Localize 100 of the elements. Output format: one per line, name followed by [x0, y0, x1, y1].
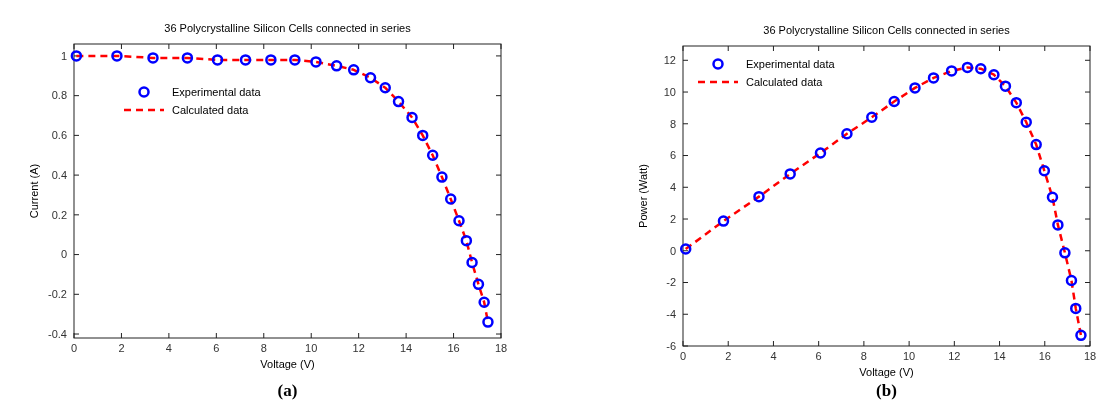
point	[181, 52, 194, 64]
point	[1038, 165, 1051, 177]
point	[841, 128, 853, 140]
y-tick-label: 12	[663, 54, 676, 67]
y-axis-title: Current (A)	[28, 163, 40, 219]
point	[364, 72, 377, 84]
x-tick-label: 16	[447, 342, 460, 354]
x-tick-label: 10	[902, 350, 916, 362]
legend-label: Experimental data	[746, 57, 836, 70]
x-tick-label: 18	[1083, 350, 1097, 362]
point	[111, 50, 123, 62]
x-tick-label: 8	[860, 350, 867, 362]
point	[1059, 247, 1071, 259]
point	[392, 95, 405, 108]
chart-title: 36 Polycrystalline Silicon Cells connected in series	[763, 24, 1011, 36]
point	[147, 52, 159, 64]
point	[1020, 116, 1032, 128]
y-tick-label: 4	[669, 181, 676, 194]
point	[460, 234, 473, 247]
text: (b)	[876, 381, 897, 400]
x-tick-label: 6	[213, 342, 220, 354]
point	[472, 278, 485, 291]
y-tick-label: -6	[666, 339, 676, 352]
point	[70, 50, 83, 62]
point	[289, 54, 301, 66]
point	[909, 82, 921, 94]
y-tick-label: 0.2	[51, 208, 67, 221]
point	[999, 80, 1012, 92]
point	[1010, 96, 1023, 109]
x-axis-title: Voltage (V)	[260, 358, 315, 370]
point	[1065, 274, 1078, 287]
point	[265, 54, 277, 66]
point	[478, 296, 490, 308]
y-tick-label: 0.4	[51, 168, 67, 181]
x-tick-label: 4	[770, 350, 777, 362]
point	[1052, 219, 1064, 231]
point	[1046, 191, 1059, 204]
point	[1030, 138, 1042, 151]
x-tick-label: 2	[118, 342, 125, 354]
point	[975, 62, 987, 75]
x-tick-label: 14	[399, 342, 413, 354]
x-tick-label: 18	[494, 342, 508, 354]
point	[239, 54, 252, 66]
point	[444, 193, 457, 205]
x-tick-label: 12	[352, 342, 365, 354]
point	[347, 64, 360, 76]
y-tick-label: 8	[669, 117, 676, 130]
point	[961, 61, 974, 74]
x-tick-label: 14	[993, 350, 1006, 362]
point	[753, 190, 765, 203]
legend-label: Calculated data	[172, 103, 250, 116]
point	[927, 72, 940, 84]
x-tick-label: 12	[948, 350, 961, 362]
y-tick-label: 6	[669, 149, 676, 162]
point	[416, 129, 429, 142]
y-tick-label: -0.2	[48, 288, 67, 301]
point	[717, 215, 730, 227]
x-tick-label: 2	[725, 350, 732, 362]
point	[379, 81, 391, 94]
point	[1075, 329, 1087, 342]
y-tick-label: 0.8	[51, 89, 67, 102]
chart-title: 36 Polycrystalline Silicon Cells connected in series	[164, 22, 412, 34]
point	[1070, 302, 1082, 315]
x-tick-label: 8	[260, 342, 267, 354]
y-tick-label: -2	[666, 276, 676, 289]
x-tick-label: 10	[305, 342, 318, 354]
point	[866, 111, 878, 124]
point	[330, 60, 343, 72]
y-tick-label: -4	[666, 308, 676, 321]
point	[211, 54, 224, 66]
point	[679, 243, 692, 255]
point	[436, 171, 448, 183]
point	[426, 149, 439, 161]
y-tick-label: 10	[663, 85, 676, 98]
x-axis-title: Voltage (V)	[859, 366, 914, 378]
point	[466, 256, 478, 269]
y-tick-label: 1	[60, 49, 67, 62]
legend-label: Experimental data	[172, 85, 262, 98]
x-tick-label: 16	[1038, 350, 1051, 362]
text: (a)	[277, 381, 298, 400]
point	[310, 56, 322, 68]
point	[988, 68, 1000, 81]
point	[888, 95, 900, 108]
y-tick-label: 0	[669, 244, 676, 257]
point	[814, 147, 827, 159]
point	[482, 316, 494, 328]
y-tick-label: 2	[669, 212, 676, 225]
x-tick-label: 4	[165, 342, 172, 354]
y-axis-title: Power (Watt)	[637, 164, 649, 228]
point	[945, 65, 958, 77]
point	[784, 168, 796, 180]
point	[406, 111, 418, 124]
x-tick-label: 6	[815, 350, 822, 362]
point	[453, 215, 465, 227]
legend-label: Calculated data	[746, 75, 824, 88]
x-tick-label: 0	[70, 342, 78, 354]
y-tick-label: -0.4	[48, 327, 67, 340]
x-tick-label: 0	[679, 350, 687, 362]
y-tick-label: 0.6	[51, 129, 67, 142]
y-tick-label: 0	[60, 248, 67, 261]
